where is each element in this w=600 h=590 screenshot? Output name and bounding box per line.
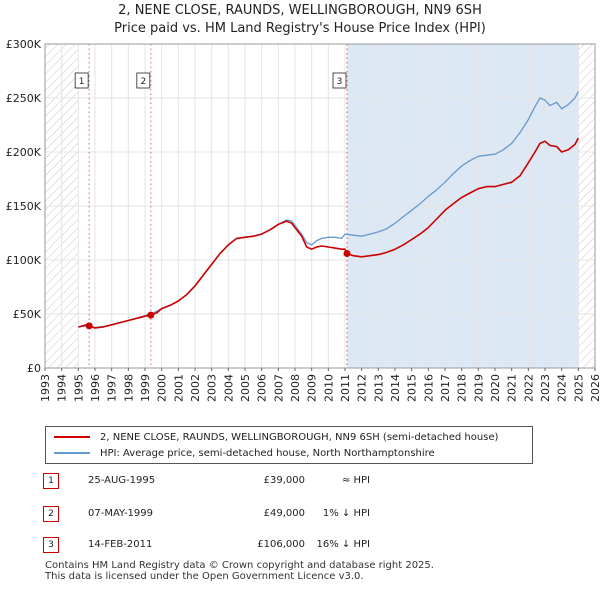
x-tick-label: 2020 xyxy=(489,374,502,402)
sale-price: £39,000 xyxy=(263,475,305,486)
table-row: 3 14-FEB-2011 £106,000 16% ↓ HPI xyxy=(40,537,560,555)
y-tick-label: £150K xyxy=(6,200,42,213)
sale-number-box-1 xyxy=(74,72,89,89)
chart-title-line-1: 2, NENE CLOSE, RAUNDS, WELLINGBOROUGH, N… xyxy=(118,3,482,18)
x-tick-label: 2016 xyxy=(422,374,435,402)
x-tick-label: 2013 xyxy=(372,374,385,402)
sale-marker-label: 3 xyxy=(43,537,59,553)
x-tick-label: 2022 xyxy=(522,374,535,402)
sale-number-box-2 xyxy=(136,72,151,89)
footer-line-1: Contains HM Land Registry data © Crown c… xyxy=(45,560,434,571)
x-tick-label: 1999 xyxy=(139,374,152,402)
sale-number-label-3: 3 xyxy=(337,77,343,87)
x-tick-label: 2019 xyxy=(472,374,485,402)
x-tick-label: 2021 xyxy=(506,374,519,402)
x-tick-label: 2006 xyxy=(256,374,269,402)
y-tick-label: £200K xyxy=(6,146,42,159)
sale-marker-label: 1 xyxy=(43,473,59,489)
sale-price: £106,000 xyxy=(257,539,305,550)
chart-title-line-2: Price paid vs. HM Land Registry's House … xyxy=(114,21,486,36)
y-tick-label: £300K xyxy=(6,38,42,51)
sale-point-1 xyxy=(85,322,93,330)
x-tick-label: 2010 xyxy=(322,374,335,402)
table-row: 1 25-AUG-1995 £39,000 ≈ HPI xyxy=(40,473,560,491)
table-row: 2 07-MAY-1999 £49,000 1% ↓ HPI xyxy=(40,506,560,524)
sale-number-label-1: 1 xyxy=(79,77,85,87)
sale-hpi-diff: 16% ↓ HPI xyxy=(316,539,370,550)
x-tick-label: 2017 xyxy=(439,374,452,402)
x-tick-label: 2001 xyxy=(172,374,185,402)
x-tick-label: 2015 xyxy=(406,374,419,402)
sale-number-label-2: 2 xyxy=(140,77,146,87)
x-tick-label: 2025 xyxy=(572,374,585,402)
x-tick-label: 2014 xyxy=(389,374,402,402)
legend-label-property: 2, NENE CLOSE, RAUNDS, WELLINGBOROUGH, N… xyxy=(100,431,499,443)
x-tick-label: 1996 xyxy=(89,374,102,402)
x-tick-label: 2007 xyxy=(272,374,285,402)
price-chart: 1 2 3 £0 £50K £100K £150K £200K £250K £300K 1993 19… xyxy=(6,38,600,402)
footer-attribution: Contains HM Land Registry data © Crown c… xyxy=(45,560,434,582)
sale-date: 14-FEB-2011 xyxy=(88,539,153,550)
y-tick-label: £250K xyxy=(6,92,42,105)
legend-label-hpi: HPI: Average price, semi-detached house,… xyxy=(100,447,435,459)
sale-price: £49,000 xyxy=(263,508,305,519)
sale-marker-label: 2 xyxy=(43,506,59,522)
legend-item-hpi: HPI: Average price, semi-detached house,… xyxy=(54,446,435,460)
sale-hpi-diff: ≈ HPI xyxy=(341,475,370,486)
x-tick-label: 2024 xyxy=(556,374,569,402)
sale-date: 25-AUG-1995 xyxy=(88,475,156,486)
x-tick-label: 2000 xyxy=(156,374,169,402)
x-tick-label: 1993 xyxy=(39,374,52,402)
x-tick-label: 2009 xyxy=(306,374,319,402)
x-tick-label: 2018 xyxy=(456,374,469,402)
sale-point-3 xyxy=(343,250,351,258)
legend-swatch-hpi xyxy=(54,452,90,454)
legend-swatch-property xyxy=(54,436,90,438)
x-tick-label: 2008 xyxy=(289,374,302,402)
y-tick-label: £100K xyxy=(6,254,42,267)
x-tick-label: 2004 xyxy=(222,374,235,402)
series-line-property xyxy=(78,137,580,329)
y-tick-label: £0 xyxy=(27,362,41,375)
sale-date: 07-MAY-1999 xyxy=(88,508,154,519)
x-tick-label: 2005 xyxy=(239,374,252,402)
x-tick-label: 1994 xyxy=(56,374,69,402)
x-tick-label: 1997 xyxy=(106,374,119,402)
x-tick-label: 2002 xyxy=(189,374,202,402)
footer-line-2: This data is licensed under the Open Gov… xyxy=(45,571,364,582)
sale-point-2 xyxy=(147,311,155,319)
plot-border xyxy=(44,43,596,369)
y-tick-label: £50K xyxy=(13,308,42,321)
sale-number-box-3 xyxy=(332,72,347,89)
x-tick-label: 1998 xyxy=(122,374,135,402)
x-tick-label: 1995 xyxy=(72,374,85,402)
sale-hpi-diff: 1% ↓ HPI xyxy=(322,508,370,519)
x-tick-label: 2011 xyxy=(339,374,352,402)
x-tick-label: 2012 xyxy=(356,374,369,402)
legend-item-property: 2, NENE CLOSE, RAUNDS, WELLINGBOROUGH, N… xyxy=(54,430,498,444)
x-tick-label: 2026 xyxy=(589,374,600,402)
x-tick-label: 2003 xyxy=(206,374,219,402)
chart-legend: 2, NENE CLOSE, RAUNDS, WELLINGBOROUGH, N… xyxy=(45,426,533,464)
x-tick-label: 2023 xyxy=(539,374,552,402)
